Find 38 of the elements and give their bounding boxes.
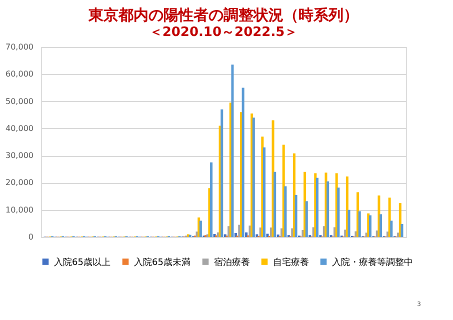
bar — [337, 188, 340, 237]
bar — [316, 178, 318, 237]
bar — [210, 162, 213, 237]
bar — [292, 153, 296, 237]
y-tick-label: 20,000 — [6, 178, 34, 188]
y-tick-label: 70,000 — [6, 42, 34, 52]
bar — [294, 194, 298, 237]
bar — [231, 64, 234, 237]
bar — [346, 176, 348, 237]
bar — [305, 201, 308, 237]
y-tick-label: 50,000 — [6, 96, 34, 106]
bar — [358, 211, 361, 237]
bar — [274, 172, 276, 237]
bar — [284, 186, 287, 237]
bar — [390, 220, 393, 237]
bar — [234, 232, 237, 237]
y-tick-label: 60,000 — [6, 70, 34, 79]
bar — [252, 118, 255, 237]
y-tick-label: 30,000 — [6, 151, 34, 160]
bar — [199, 220, 202, 237]
y-tick-label: 0 — [28, 232, 34, 242]
legend-label: 入院65歳以上 — [54, 256, 110, 268]
legend-label: 宿泊療養 — [214, 256, 250, 268]
bar — [326, 181, 330, 237]
legend-label: 入院65歳未満 — [134, 256, 190, 268]
bar — [400, 224, 404, 237]
y-tick-label: 40,000 — [6, 124, 34, 133]
legend-label: 入院・療養等調整中 — [332, 256, 413, 268]
legend-label: 自宅療養 — [273, 256, 309, 268]
bar — [245, 232, 248, 237]
y-tick-label: 10,000 — [6, 205, 34, 214]
bar — [263, 147, 266, 237]
bar — [220, 109, 224, 237]
chart-title: 東京都内の陽性者の調整状況（時系列） — [88, 6, 358, 24]
bar — [380, 214, 382, 237]
chart-subtitle: ＜2020.10～2022.5＞ — [149, 25, 298, 40]
bar — [348, 210, 350, 237]
bar — [242, 88, 244, 237]
